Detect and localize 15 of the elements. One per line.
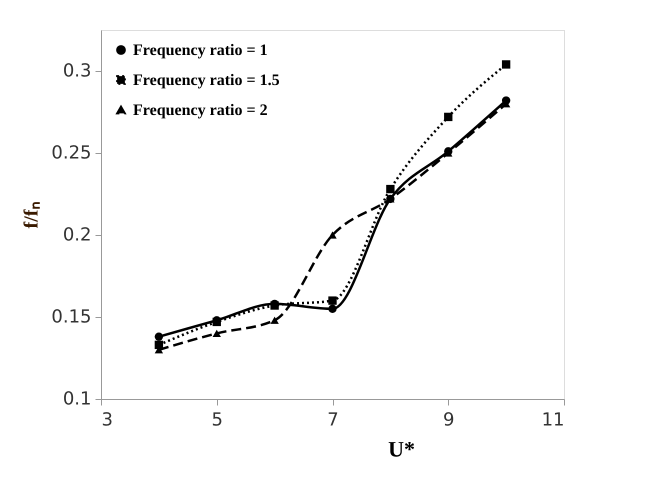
y-tick-label: 0.1 [62,388,92,410]
x-tick-label: 9 [443,410,454,430]
x-axis-title: U* [388,436,415,462]
legend-label: Frequency ratio = 2 [133,102,268,119]
x-tick-label: 7 [327,410,339,430]
x-tick-label: 5 [212,410,223,430]
x-tick-label: 3 [102,410,113,430]
legend-label: Frequency ratio = 1.5 [133,72,280,89]
x-tick-label: 11 [542,410,564,430]
y-axis-title: f/fₙ [20,202,42,228]
y-tick-label: 0.25 [51,142,92,164]
y-tick-label: 0.2 [62,224,92,246]
y-tick-label: 0.15 [51,306,92,328]
y-tick-label: 0.3 [62,60,92,82]
legend-label: Frequency ratio = 1 [133,42,268,59]
